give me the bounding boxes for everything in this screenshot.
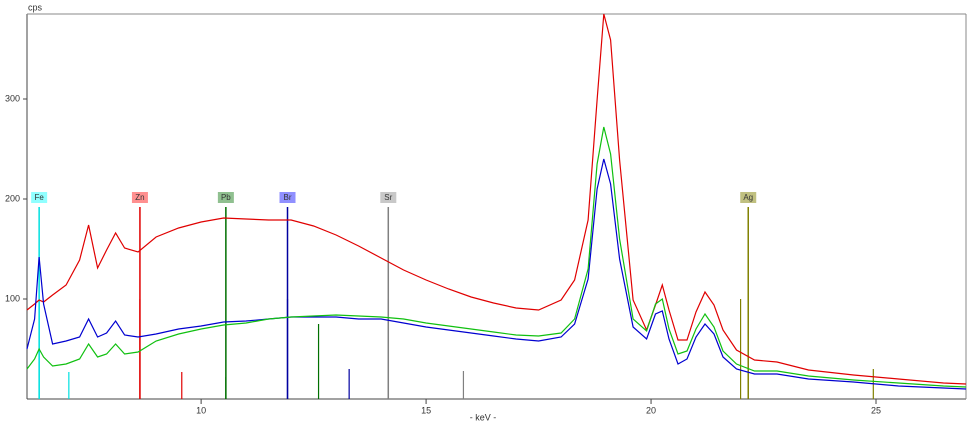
y-axis-label: cps xyxy=(28,2,43,12)
spectrum-line xyxy=(26,126,967,388)
element-label: Pb xyxy=(221,193,231,202)
element-label-box xyxy=(217,192,234,203)
element-label-box xyxy=(131,192,148,203)
element-label: Zn xyxy=(135,193,144,202)
x-tick-label: 20 xyxy=(646,405,656,415)
y-tick-label: 300 xyxy=(5,93,20,103)
element-label: Sr xyxy=(384,193,392,202)
y-tick-label: 100 xyxy=(5,293,20,303)
element-label: Fe xyxy=(34,193,44,202)
element-label-box xyxy=(279,192,296,203)
element-label: Ag xyxy=(743,193,753,202)
x-tick-label: 10 xyxy=(196,405,206,415)
x-tick-label: 15 xyxy=(421,405,431,415)
element-label-box xyxy=(31,192,48,203)
x-tick-label: 25 xyxy=(871,405,881,415)
spectrum-line xyxy=(26,13,967,385)
element-label-box xyxy=(740,192,757,203)
element-label: Br xyxy=(284,193,292,202)
element-label-box xyxy=(380,192,397,203)
y-tick-label: 200 xyxy=(5,193,20,203)
spectrum-line xyxy=(26,158,967,390)
x-axis-label: - keV - xyxy=(470,412,497,422)
